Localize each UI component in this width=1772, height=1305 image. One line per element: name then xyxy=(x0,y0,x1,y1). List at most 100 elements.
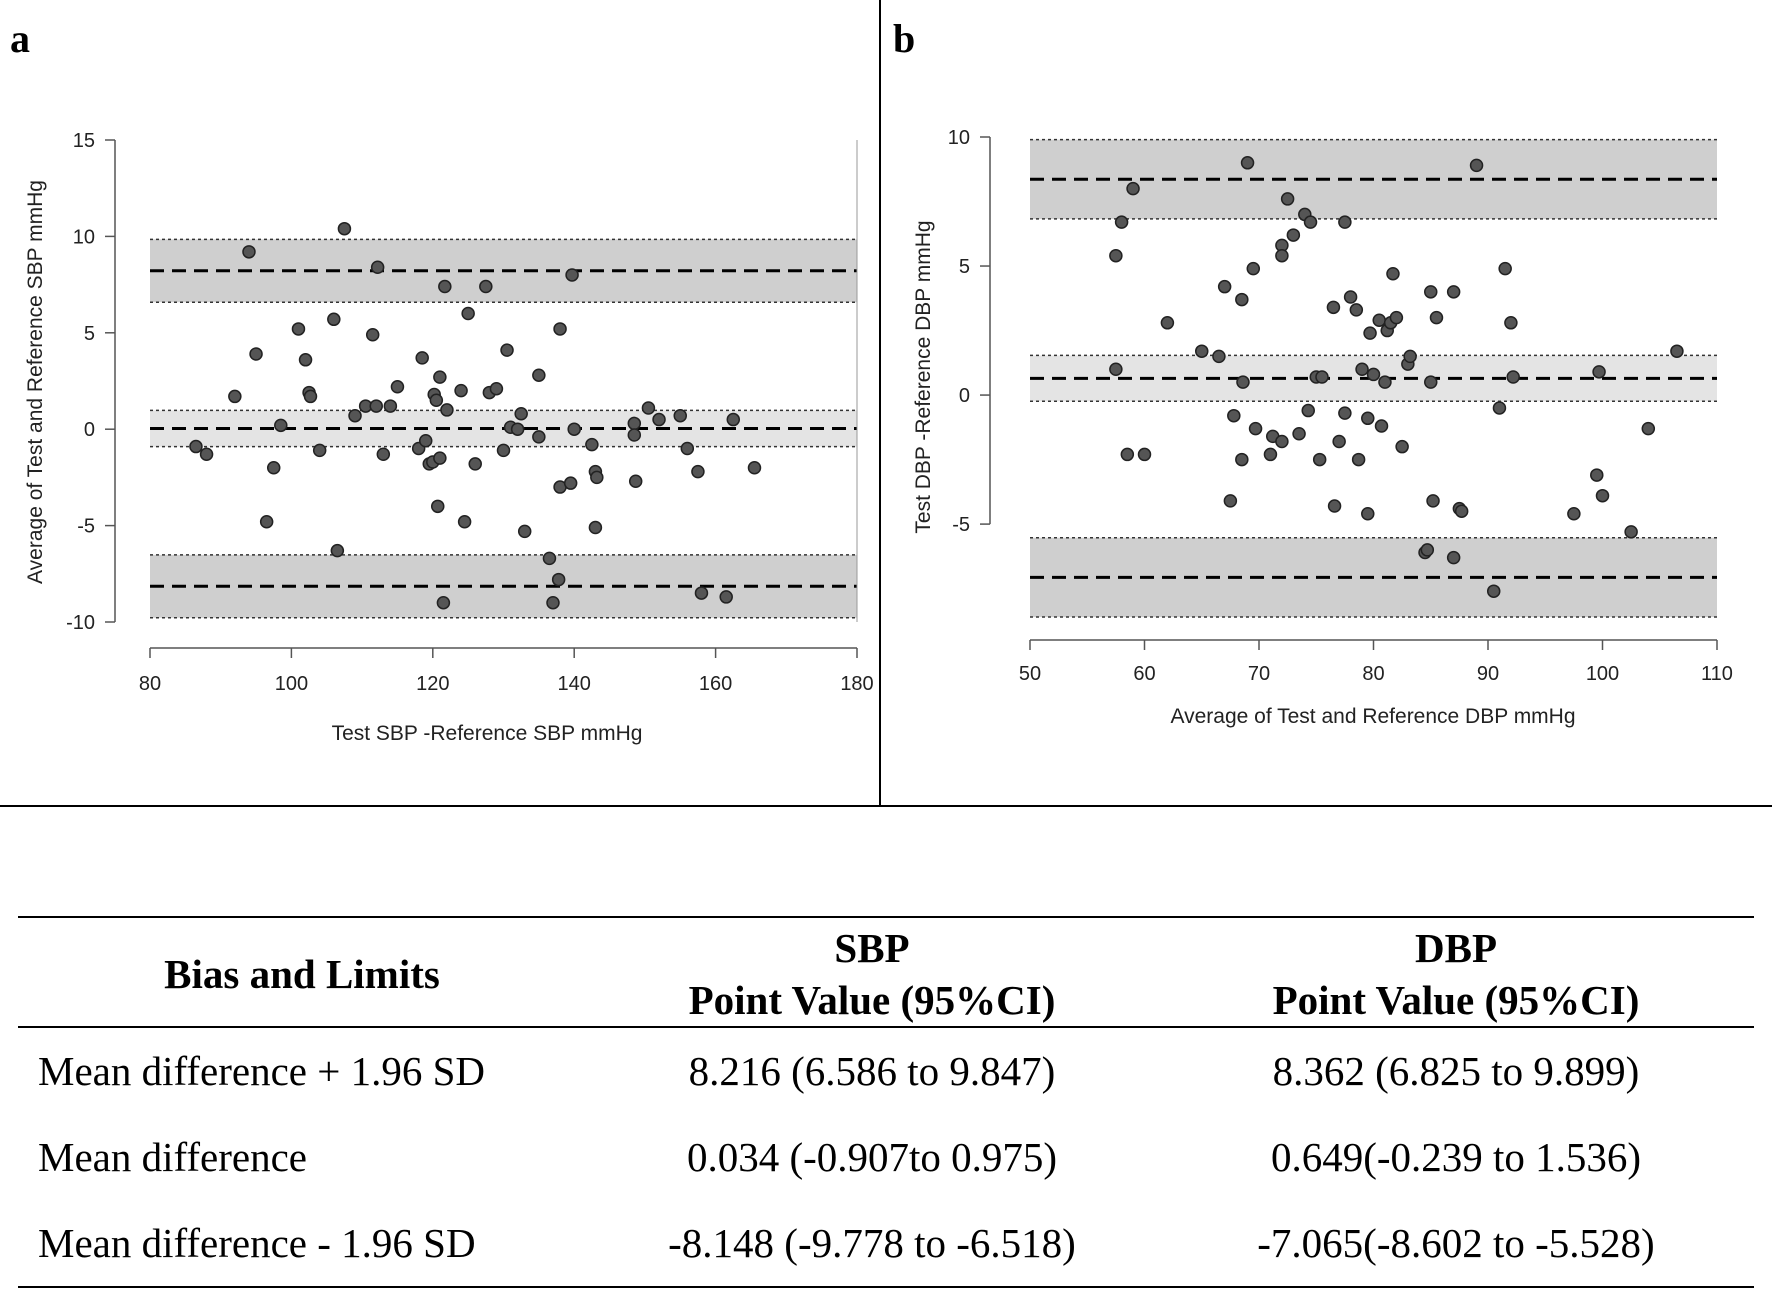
panel-label-b: b xyxy=(893,16,915,61)
data-point xyxy=(1454,504,1469,518)
row-label: Mean difference xyxy=(38,1134,308,1180)
data-point xyxy=(266,461,281,475)
dbp-value: 0.649(-0.239 to 1.536) xyxy=(1270,1134,1642,1180)
data-point xyxy=(553,322,567,336)
dbp-value: -7.065(-8.602 to -5.528) xyxy=(1257,1220,1655,1266)
data-point xyxy=(691,464,705,479)
data-point xyxy=(628,474,643,489)
data-point xyxy=(1312,452,1327,467)
data-point xyxy=(1109,362,1123,377)
data-point xyxy=(376,447,391,462)
data-point xyxy=(565,268,579,282)
data-point xyxy=(1240,156,1255,170)
sbp-value: 8.216 (6.586 to 9.847) xyxy=(688,1048,1056,1094)
data-point xyxy=(1275,434,1289,449)
data-point xyxy=(514,407,528,421)
table-row: Mean difference + 1.96 SD 8.216 (6.586 t… xyxy=(18,1027,1754,1114)
dbp-value: 8.362 (6.825 to 9.899) xyxy=(1272,1048,1640,1094)
data-point xyxy=(1424,285,1438,299)
x-tick-label: 50 xyxy=(1019,663,1041,685)
data-point xyxy=(1235,292,1249,307)
data-point xyxy=(1366,367,1381,382)
data-point xyxy=(1504,316,1518,330)
data-point xyxy=(1446,285,1461,299)
data-point xyxy=(532,368,546,382)
data-point xyxy=(249,347,263,361)
data-point xyxy=(461,306,475,321)
data-point xyxy=(1195,344,1209,358)
panel-label-a: a xyxy=(10,16,30,61)
data-point xyxy=(1403,349,1417,364)
data-point xyxy=(719,590,733,604)
data-point xyxy=(1227,408,1241,423)
bland-altman-plot-sbp: -10 -5 0 5 10 15 80 100 120 140 160 180 Test SBP -Re… xyxy=(24,130,874,745)
header-sbp-title: SBP xyxy=(834,925,910,971)
data-point xyxy=(588,520,603,535)
data-point xyxy=(1386,267,1400,281)
data-point xyxy=(1292,427,1306,441)
data-point xyxy=(500,343,514,357)
header-bias-limits: Bias and Limits xyxy=(164,951,440,997)
data-point xyxy=(1355,362,1369,377)
data-point xyxy=(1395,439,1409,454)
y-tick-label: 5 xyxy=(84,323,95,345)
data-point xyxy=(1592,365,1606,379)
data-point xyxy=(1303,215,1318,229)
data-point xyxy=(1446,550,1461,565)
x-tick-label: 140 xyxy=(558,673,591,695)
y-tick-label: 10 xyxy=(73,226,95,248)
data-point xyxy=(1160,316,1175,330)
data-point xyxy=(1374,419,1389,433)
data-point xyxy=(726,412,741,427)
data-point xyxy=(479,279,493,294)
data-point xyxy=(489,381,504,396)
data-point xyxy=(337,221,352,236)
data-point xyxy=(627,416,642,431)
table-header-row: Bias and Limits SBP Point Value (95%CI) … xyxy=(18,917,1754,1027)
x-tick-label: 60 xyxy=(1133,663,1155,685)
y-tick-label: -5 xyxy=(77,516,95,538)
data-point xyxy=(1590,468,1604,482)
header-dbp-title: DBP xyxy=(1415,925,1497,971)
data-point xyxy=(1486,584,1501,598)
data-point xyxy=(436,595,451,610)
data-point xyxy=(1286,228,1301,242)
data-point xyxy=(1126,181,1140,196)
data-point xyxy=(390,380,405,394)
data-point xyxy=(1361,507,1375,521)
data-point xyxy=(259,514,274,529)
data-point xyxy=(546,595,560,610)
header-sbp-subtitle: Point Value (95%CI) xyxy=(688,977,1056,1023)
data-point xyxy=(1217,279,1232,294)
data-point xyxy=(1361,411,1375,426)
row-label: Mean difference + 1.96 SD xyxy=(38,1048,486,1094)
data-point xyxy=(1109,248,1123,263)
table-row: Mean difference 0.034 (-0.907to 0.975) 0… xyxy=(18,1114,1754,1200)
data-point xyxy=(298,353,313,367)
x-tick-label: 90 xyxy=(1477,663,1499,685)
y-tick-label: -10 xyxy=(66,612,95,634)
data-point xyxy=(468,457,482,471)
data-point xyxy=(1641,421,1656,436)
x-tick-label: 180 xyxy=(840,673,873,695)
data-point xyxy=(1332,434,1346,449)
data-point xyxy=(312,443,327,458)
data-point xyxy=(1426,494,1440,508)
data-point xyxy=(585,437,599,452)
data-point xyxy=(1389,310,1404,325)
row-label: Mean difference - 1.96 SD xyxy=(38,1220,476,1266)
data-point xyxy=(542,551,557,566)
y-axis-label: Test DBP -Reference DBP mmHg xyxy=(912,220,935,533)
data-point xyxy=(641,401,656,415)
x-axis-label: Test SBP -Reference SBP mmHg xyxy=(332,722,643,745)
data-point xyxy=(1595,488,1610,503)
data-point xyxy=(1338,215,1352,229)
data-point xyxy=(242,245,256,259)
data-point xyxy=(327,312,341,327)
data-point xyxy=(199,447,214,462)
data-point xyxy=(433,370,447,384)
data-point xyxy=(551,572,566,587)
data-point xyxy=(1235,452,1249,467)
data-point xyxy=(430,499,445,514)
data-point xyxy=(1212,349,1226,364)
